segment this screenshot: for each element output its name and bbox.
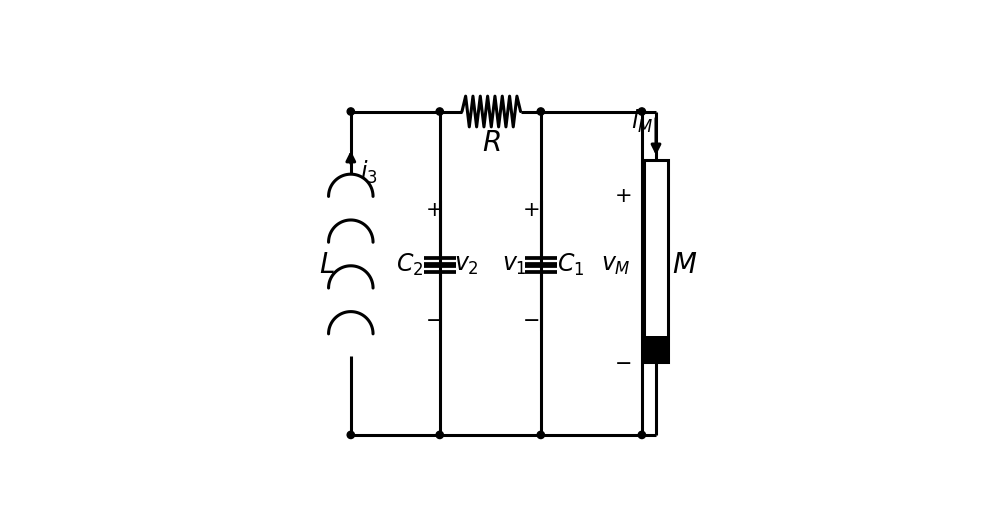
Bar (644, 160, 668, 362)
Circle shape (347, 431, 354, 438)
Circle shape (638, 431, 645, 438)
Text: $-$: $-$ (522, 310, 539, 329)
Circle shape (436, 108, 443, 115)
Circle shape (436, 431, 443, 438)
Text: $R$: $R$ (482, 130, 501, 157)
Text: $L$: $L$ (319, 251, 334, 279)
Circle shape (347, 108, 354, 115)
Text: $C_1$: $C_1$ (557, 252, 585, 278)
Bar (644, 336, 668, 362)
Text: $+$: $+$ (425, 201, 442, 220)
Text: $C_2$: $C_2$ (396, 252, 423, 278)
Text: $-$: $-$ (425, 310, 442, 329)
Text: $v_M$: $v_M$ (601, 254, 630, 277)
Text: $v_1$: $v_1$ (502, 254, 527, 277)
Circle shape (537, 431, 544, 438)
Text: $+$: $+$ (522, 201, 539, 220)
Text: $v_2$: $v_2$ (454, 254, 478, 277)
Text: $-$: $-$ (614, 353, 631, 372)
Circle shape (638, 108, 645, 115)
Text: $M$: $M$ (672, 251, 697, 279)
Circle shape (537, 108, 544, 115)
Text: $i_M$: $i_M$ (631, 108, 653, 135)
Text: $+$: $+$ (614, 187, 631, 206)
Text: $i_3$: $i_3$ (360, 159, 378, 186)
